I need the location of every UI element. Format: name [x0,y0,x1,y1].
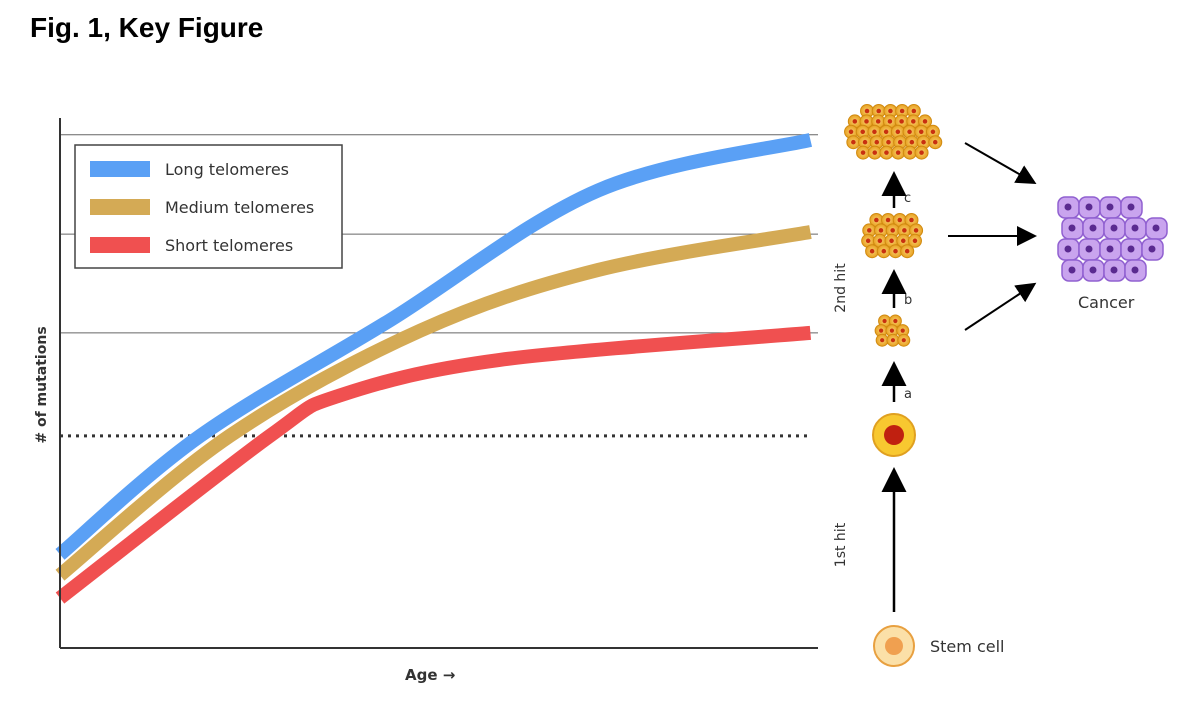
series-curves [55,133,813,604]
step-c-label: c [904,191,911,206]
stem-cell-icon [873,625,915,667]
step-a-label: a [904,387,912,402]
mutated-cell-icon [872,413,916,457]
legend-label: Medium telomeres [165,198,314,217]
small-cell-cluster-icon [874,314,911,347]
figure-title: Fig. 1, Key Figure [30,12,264,43]
arrow-to-cancer-bottom [964,282,1037,331]
large-cell-cluster-icon [844,104,943,160]
step-b-label: b [904,293,912,308]
cancer-pathway-diagram: Stem cell 1st hit a b 2nd hit c Cancer [833,104,1168,667]
x-axis-label: Age → [405,666,455,684]
y-axis-label: # of mutations [34,326,50,443]
series-line-short-telomeres [55,325,812,604]
arrow-to-cancer-top [964,142,1037,184]
cancer-cells-icon [1057,196,1168,282]
medium-cell-cluster-icon [861,213,924,259]
legend-swatch [90,161,150,177]
cancer-label: Cancer [1078,293,1135,312]
series-line-medium-telomeres [55,225,812,581]
stem-cell-label: Stem cell [930,637,1004,656]
legend-swatch [90,237,150,253]
series-line-long-telomeres [55,133,813,560]
second-hit-label: 2nd hit [833,263,849,313]
legend-label: Long telomeres [165,160,289,179]
legend-swatch [90,199,150,215]
first-hit-label: 1st hit [833,522,849,567]
legend: Long telomeres Medium telomeres Short telo… [74,144,343,269]
legend-label: Short telomeres [165,236,293,255]
